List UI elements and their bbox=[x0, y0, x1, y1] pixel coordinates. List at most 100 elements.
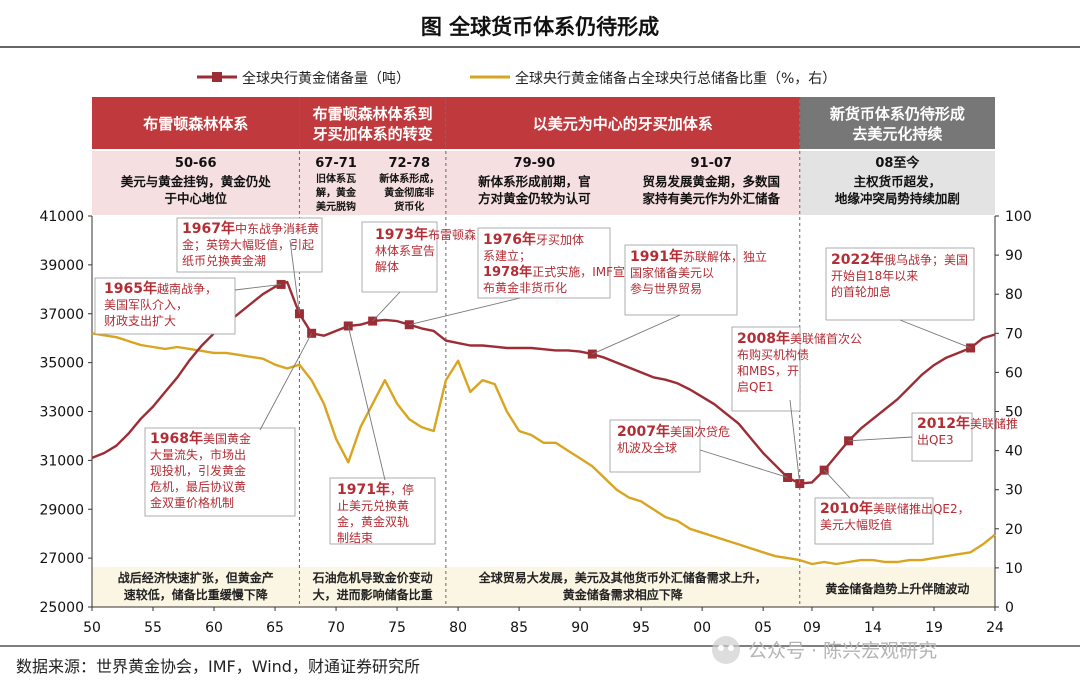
period-note-2-line: 全球贸易大发展，美元及其他货币外汇储备需求上升， bbox=[478, 570, 767, 585]
period-sub-text-3-0-line: 主权货币超发， bbox=[854, 174, 942, 189]
annotation-line-2: 美国黄金 bbox=[203, 431, 251, 446]
annotation-pointer-3 bbox=[347, 325, 386, 481]
x-tick-label: 00 bbox=[693, 620, 711, 636]
period-band-1 bbox=[299, 97, 446, 149]
annotation-line-3: 制结束 bbox=[337, 531, 373, 545]
x-tick-label: 80 bbox=[449, 620, 467, 636]
annotation-line-5: 1978年正式实施，IMF宣 bbox=[483, 264, 625, 280]
annotation-line-5-b: 正式实施，IMF宣 bbox=[532, 264, 625, 279]
x-tick-label: 90 bbox=[571, 620, 589, 636]
y-right-tick-label: 100 bbox=[1005, 209, 1032, 225]
annotation-year-7: 2007年 bbox=[617, 423, 670, 440]
x-tick-label: 75 bbox=[388, 620, 406, 636]
period-note-1-line: 大，进而影响储备比重 bbox=[313, 587, 433, 602]
period-note-1: 石油危机导致金价变动大，进而影响储备比重 bbox=[312, 570, 433, 602]
y-left-tick-label: 37000 bbox=[39, 307, 84, 323]
period-note-2: 全球贸易大发展，美元及其他货币外汇储备需求上升， 黄金储备需求相应下降 bbox=[478, 570, 767, 602]
annotation-pointer-4 bbox=[372, 291, 401, 322]
annotation-year-8: 2008年 bbox=[737, 330, 790, 347]
period-sub-text-3-0-line: 地缘冲突局势持续加剧 bbox=[835, 191, 960, 206]
annotation-line-9: 美元大幅贬值 bbox=[820, 517, 892, 532]
y-right-tick-label: 50 bbox=[1005, 405, 1023, 421]
annotation-line-4: 解体 bbox=[375, 260, 399, 274]
x-tick-label: 24 bbox=[986, 620, 1004, 636]
period-note-bg-0 bbox=[92, 567, 300, 607]
period-sub-text-2-1-line: 家持有美元作为外汇储备 bbox=[643, 191, 781, 206]
annotation-line-5: 牙买加体 bbox=[536, 233, 584, 247]
annotation-line-11: 俄乌战争；美国 bbox=[884, 252, 968, 267]
period-sub-bg-1 bbox=[299, 151, 446, 215]
x-tick-label: 50 bbox=[83, 620, 101, 636]
period-note-3: 黄金储备趋势上升伴随波动 bbox=[825, 581, 969, 596]
annotation-pointer-6 bbox=[592, 314, 681, 355]
period-note-bg-2 bbox=[445, 567, 800, 607]
annotation-line-10: 美联储推 bbox=[970, 416, 1018, 431]
annotation-line-10: 出QE3 bbox=[917, 433, 954, 447]
annotation-line-1: 纸币兑换黄金潮 bbox=[182, 253, 266, 268]
watermark-logo-icon bbox=[712, 636, 740, 664]
y-right-tick-label: 80 bbox=[1005, 287, 1023, 303]
annotation-2: 1968年美国黄金大量流失，市场出现投机，引发黄金危机，最后协议黄金双重价格机制 bbox=[144, 333, 313, 517]
annotation-10: 2012年美联储推出QE3 bbox=[848, 412, 1018, 462]
annotation-pointer-7 bbox=[699, 449, 788, 478]
x-tick-label: 09 bbox=[803, 620, 821, 636]
annotation-box-4 bbox=[361, 221, 438, 293]
annotation-line-8: 布购买机构债 bbox=[737, 347, 809, 362]
annotation-7: 2007年美国次贷危机波及全球 bbox=[609, 419, 788, 478]
annotation-text-3: 1971年，停止美元兑换黄金，黄金双轨制结束 bbox=[337, 481, 414, 545]
legend-label-gold-tonnes: 全球央行黄金储备量（吨） bbox=[242, 70, 410, 87]
series-line-gold-tonnes bbox=[91, 280, 996, 485]
period-band-label-3: 新货币体系仍待形成去美元化持续 bbox=[830, 105, 965, 143]
period-sub-title-2-0: 79-90 bbox=[514, 156, 556, 171]
annotation-line-2: 大量流失，市场出 bbox=[150, 447, 246, 462]
period-sub-text-1-1: 新体系形成，黄金彻底非货币化 bbox=[379, 172, 439, 213]
annotation-text-9: 2010年美联储推出QE2，美元大幅贬值 bbox=[820, 500, 970, 532]
annotation-line-6: 国家储备美元以 bbox=[630, 265, 714, 280]
period-band-3 bbox=[799, 97, 995, 149]
x-tick-label: 95 bbox=[632, 620, 650, 636]
annotation-line-11: 开始自18年以来 bbox=[831, 269, 918, 283]
x-tick-label: 65 bbox=[266, 620, 284, 636]
y-left-tick-label: 31000 bbox=[39, 453, 84, 469]
source-note: 数据来源：世界黄金协会，IMF，Wind，财通证券研究所 bbox=[16, 657, 420, 676]
period-sub-text-1-1-line: 新体系形成， bbox=[379, 172, 439, 185]
annotation-line-0: 越南战争， bbox=[157, 281, 217, 296]
period-band-0 bbox=[92, 97, 300, 149]
annotation-box-9 bbox=[814, 497, 934, 545]
annotation-text-0: 1965年越南战争，美国军队介入， 财政支出扩大 bbox=[104, 280, 217, 328]
annotation-pointer-10 bbox=[848, 436, 913, 442]
period-sub-text-2-1-line: 贸易发展黄金期，多数国 bbox=[643, 174, 781, 189]
period-band-2 bbox=[445, 97, 800, 149]
y-left-tick-label: 41000 bbox=[39, 209, 84, 225]
annotation-year2-5: 1978年 bbox=[483, 264, 532, 280]
y-left-tick-label: 39000 bbox=[39, 258, 84, 274]
y-right-tick-label: 20 bbox=[1005, 522, 1023, 538]
period-note-0-line: 速较低，储备比重缓慢下降 bbox=[124, 587, 269, 602]
annotation-box-8 bbox=[731, 326, 801, 412]
period-sub-bg-3 bbox=[799, 151, 995, 215]
period-sub-title-2-1: 91-07 bbox=[690, 156, 732, 171]
annotation-text-2: 1968年美国黄金大量流失，市场出现投机，引发黄金危机，最后协议黄金双重价格机制 bbox=[150, 430, 251, 510]
annotation-line-7: 美国次贷危 bbox=[670, 425, 730, 439]
annotation-text-6: 1991年苏联解体，独立国家储备美元以参与世界贸易 bbox=[630, 248, 767, 296]
period-sub-text-3-0: 主权货币超发， 地缘冲突局势持续加剧 bbox=[835, 174, 960, 206]
y-left-tick-label: 27000 bbox=[39, 551, 84, 567]
annotation-line-0: 美国军队介入， bbox=[104, 297, 188, 312]
series-line-share-pct bbox=[91, 332, 996, 566]
period-sub-text-1-0-line: 美元脱钩 bbox=[316, 200, 356, 213]
annotation-box-10 bbox=[911, 412, 973, 462]
x-tick-label: 55 bbox=[144, 620, 162, 636]
annotation-year-4: 1973年 bbox=[375, 226, 428, 243]
period-bands: 布雷顿森林体系 50-66 美元与黄金挂钩，黄金仍处于中心地位战后经济快速扩张，但黄… bbox=[92, 97, 995, 607]
period-band-label-1-line: 牙买加体系的转变 bbox=[313, 125, 433, 143]
y-right-tick-label: 40 bbox=[1005, 444, 1023, 460]
period-sub-text-0-0: 美元与黄金挂钩，黄金仍处于中心地位 bbox=[121, 174, 272, 206]
annotation-box-11 bbox=[825, 247, 975, 321]
annotation-box-3 bbox=[329, 477, 436, 545]
annotation-text-1: 1967年中东战争消耗黄金；英镑大幅贬值，引起纸币兑换黄金潮 bbox=[182, 220, 319, 268]
annotation-year-9: 2010年 bbox=[820, 500, 873, 517]
annotation-box-2 bbox=[144, 427, 296, 517]
annotation-6: 1991年苏联解体，独立国家储备美元以参与世界贸易 bbox=[592, 244, 767, 355]
